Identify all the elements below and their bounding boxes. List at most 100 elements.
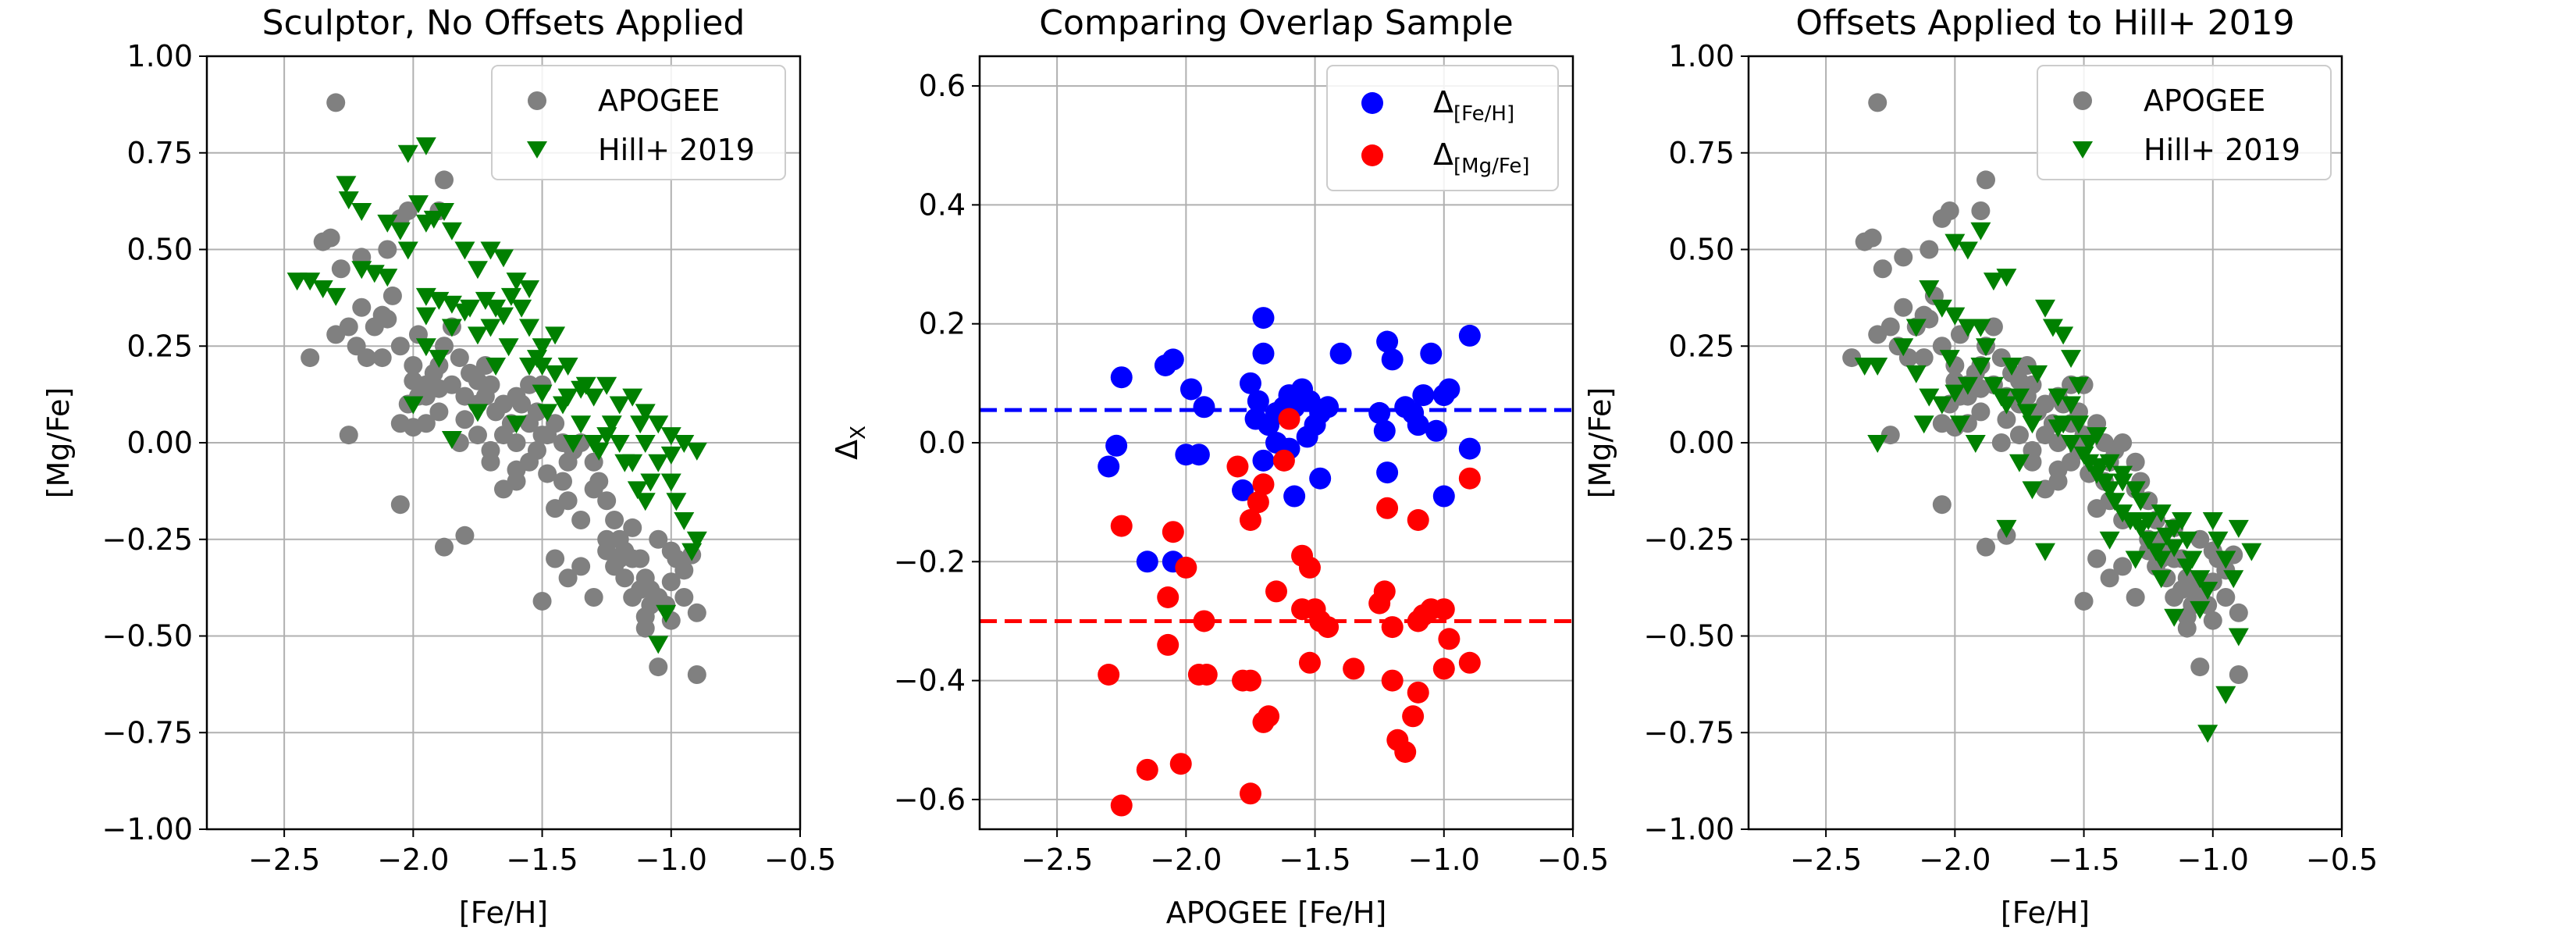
point-apogee <box>378 240 397 259</box>
x-axis-label: [Fe/H] <box>2001 896 2090 930</box>
point-hill-2019 <box>1957 376 1978 395</box>
point-hill-2019 <box>407 195 429 214</box>
point-apogee <box>1880 426 1900 445</box>
point-apogee <box>1991 433 2011 452</box>
x-tick-label: −2.5 <box>1790 843 1862 877</box>
point-hill-2019 <box>486 358 507 376</box>
point-mg-fe <box>1265 580 1287 603</box>
point-apogee <box>382 286 402 305</box>
point-apogee <box>532 591 552 611</box>
y-axis-ticks: −1.00 −0.75 −0.50 −0.25 0.00 0.25 0.50 0.75 1.00 <box>1644 39 1749 846</box>
point-fe-h <box>1239 372 1261 394</box>
point-fe-h <box>1438 378 1461 401</box>
legend: Δ[Fe/H] Δ[Mg/Fe] <box>1326 65 1559 191</box>
point-fe-h <box>1407 414 1429 436</box>
point-hill-2019 <box>480 241 501 260</box>
panel-offsets-applied: −2.5 −2.0 −1.5 −1.0 −0.5 −1.00 −0.75 −0.50 −0.2… <box>1583 3 2378 930</box>
point-apogee <box>1842 348 1862 368</box>
point-hill-2019 <box>2048 388 2069 407</box>
data-points <box>1842 93 2262 743</box>
point-hill-2019 <box>454 303 475 322</box>
point-apogee <box>390 337 410 356</box>
point-hill-2019 <box>2022 415 2043 434</box>
y-tick-label: −0.50 <box>102 619 193 654</box>
point-hill-2019 <box>2228 628 2249 647</box>
point-apogee <box>2126 588 2145 607</box>
point-apogee <box>1920 309 1939 329</box>
point-apogee <box>2190 657 2210 677</box>
point-hill-2019 <box>601 415 622 434</box>
point-apogee <box>326 93 346 112</box>
point-apogee <box>468 426 487 445</box>
point-fe-h <box>1329 342 1352 365</box>
point-apogee <box>390 495 410 515</box>
point-hill-2019 <box>640 473 661 492</box>
point-hill-2019 <box>609 396 630 415</box>
point-apogee <box>357 348 376 368</box>
point-hill-2019 <box>2172 512 2193 530</box>
point-apogee <box>571 557 591 576</box>
point-fe-h <box>1187 444 1210 466</box>
point-hill-2019 <box>2035 543 2055 561</box>
x-tick-label: −1.0 <box>2177 843 2249 877</box>
point-mg-fe <box>1193 610 1215 632</box>
point-hill-2019 <box>686 442 707 461</box>
data-points <box>1098 307 1481 817</box>
point-apogee <box>313 232 333 251</box>
y-tick-label: 0.4 <box>919 187 966 222</box>
point-hill-2019 <box>434 203 454 221</box>
point-mg-fe <box>1407 509 1429 531</box>
point-apogee <box>331 259 350 279</box>
point-hill-2019 <box>1965 435 1986 453</box>
point-fe-h <box>1265 432 1287 454</box>
data-points <box>286 93 707 684</box>
legend-label-hill: Hill+ 2019 <box>2144 133 2300 167</box>
point-hill-2019 <box>2027 365 2048 383</box>
point-hill-2019 <box>2125 481 2146 500</box>
point-apogee <box>435 537 454 557</box>
point-hill-2019 <box>622 388 643 407</box>
y-tick-label: −1.00 <box>102 812 193 846</box>
point-fe-h <box>1412 384 1435 407</box>
point-apogee <box>352 297 372 317</box>
point-hill-2019 <box>519 280 540 298</box>
point-mg-fe <box>1247 491 1269 514</box>
point-apogee <box>571 511 591 529</box>
point-hill-2019 <box>575 376 596 395</box>
point-hill-2019 <box>441 319 462 337</box>
x-tick-label: −2.0 <box>1919 843 1991 877</box>
point-hill-2019 <box>2215 550 2236 569</box>
x-tick-label: −1.5 <box>1279 843 1350 877</box>
point-hill-2019 <box>423 210 444 229</box>
point-mg-fe <box>1157 633 1179 656</box>
point-hill-2019 <box>2087 427 2108 446</box>
y-axis-label-delta: Δ <box>830 440 864 460</box>
point-hill-2019 <box>1931 396 1952 415</box>
point-apogee <box>1894 297 1913 317</box>
x-axis-ticks: −2.5 −2.0 −1.5 −1.0 −0.5 <box>1790 829 2378 877</box>
point-fe-h <box>1368 401 1391 424</box>
point-hill-2019 <box>563 435 584 453</box>
point-hill-2019 <box>1913 415 1934 434</box>
y-tick-label: −0.75 <box>102 715 193 750</box>
point-hill-2019 <box>2202 512 2223 530</box>
point-hill-2019 <box>2099 481 2120 500</box>
point-hill-2019 <box>2228 519 2249 538</box>
point-mg-fe <box>1394 741 1417 763</box>
point-apogee <box>1880 317 1900 337</box>
point-hill-2019 <box>630 415 651 434</box>
point-apogee <box>1997 410 2016 429</box>
point-apogee <box>641 595 660 615</box>
point-hill-2019 <box>660 427 681 446</box>
point-hill-2019 <box>596 376 617 395</box>
point-hill-2019 <box>1970 358 1991 376</box>
point-apogee <box>450 348 469 368</box>
y-tick-label: −0.2 <box>894 544 966 579</box>
point-hill-2019 <box>519 319 540 337</box>
legend-marker-hill <box>527 141 547 159</box>
point-fe-h <box>1098 455 1120 478</box>
point-apogee <box>416 414 436 433</box>
point-apogee <box>1971 379 1991 398</box>
point-apogee <box>468 371 487 390</box>
